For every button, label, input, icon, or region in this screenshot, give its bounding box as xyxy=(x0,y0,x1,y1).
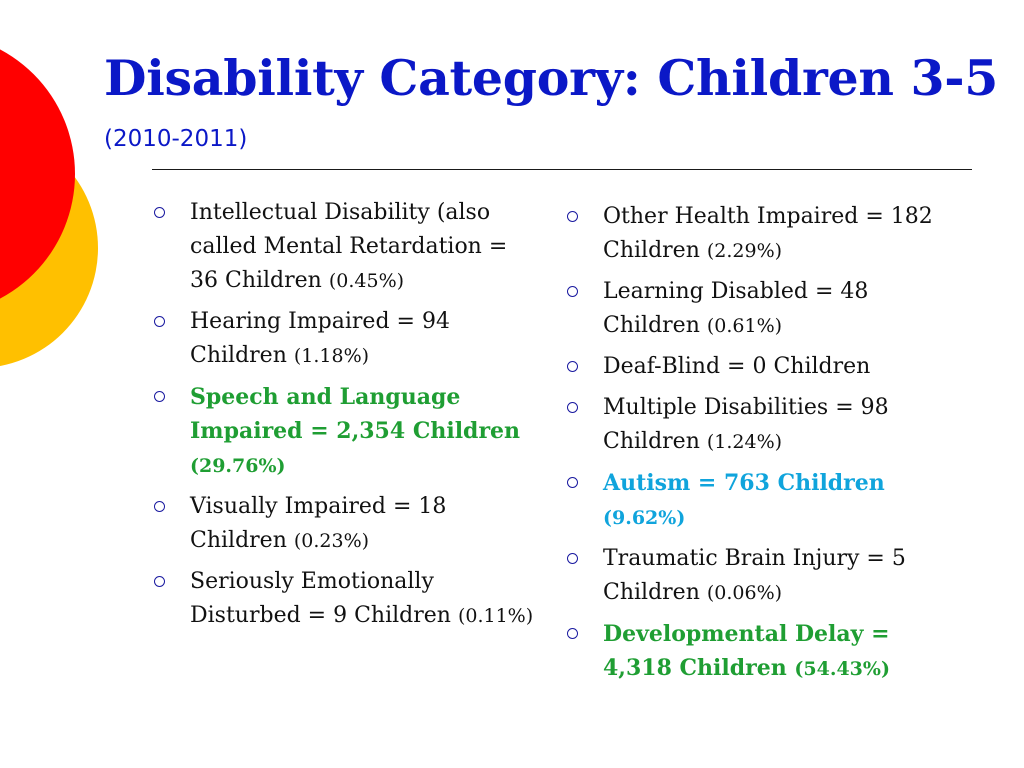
circle-bullet-icon xyxy=(154,391,165,402)
item-text: Deaf-Blind = 0 Children xyxy=(603,354,871,379)
list-item: Intellectual Disability (also called Men… xyxy=(154,196,535,298)
item-percent: (1.18%) xyxy=(293,345,370,367)
list-item: Multiple Disabilities = 98 Children (1.2… xyxy=(567,391,963,459)
item-text: Seriously Emotionally Disturbed = 9 Chil… xyxy=(190,569,451,628)
item-percent: (0.61%) xyxy=(706,315,783,337)
list-item: Learning Disabled = 48 Children (0.61%) xyxy=(567,275,963,343)
item-percent: (2.29%) xyxy=(706,240,783,262)
item-text: Intellectual Disability (also called Men… xyxy=(190,200,508,293)
item-percent: (0.06%) xyxy=(706,582,783,604)
yellow-circle xyxy=(0,130,98,366)
item-text: Developmental Delay = 4,318 Children xyxy=(603,621,890,681)
red-circle xyxy=(0,49,75,299)
item-percent: (0.45%) xyxy=(328,270,405,292)
list-item: Traumatic Brain Injury = 5 Children (0.0… xyxy=(567,542,963,610)
item-text: Speech and Language Impaired = 2,354 Chi… xyxy=(190,384,521,444)
list-item: Seriously Emotionally Disturbed = 9 Chil… xyxy=(154,565,535,633)
item-percent: (0.11%) xyxy=(457,605,534,627)
right-column-list: Other Health Impaired = 182 Children (2.… xyxy=(567,200,963,693)
circle-bullet-icon xyxy=(567,211,578,222)
circle-bullet-icon xyxy=(567,553,578,564)
slide-subtitle: (2010-2011) xyxy=(104,126,248,152)
circle-bullet-icon xyxy=(567,477,578,488)
list-item: Hearing Impaired = 94 Children (1.18%) xyxy=(154,305,535,373)
list-item: Visually Impaired = 18 Children (0.23%) xyxy=(154,490,535,558)
circle-bullet-icon xyxy=(154,207,165,218)
item-text: Multiple Disabilities = 98 Children xyxy=(603,395,889,454)
item-text: Learning Disabled = 48 Children xyxy=(603,279,869,338)
circle-bullet-icon xyxy=(154,576,165,587)
item-text: Other Health Impaired = 182 Children xyxy=(603,204,933,263)
item-text: Autism = 763 Children xyxy=(603,470,885,496)
circle-bullet-icon xyxy=(154,316,165,327)
item-percent: (9.62%) xyxy=(603,507,686,529)
item-text: Visually Impaired = 18 Children xyxy=(190,494,447,553)
item-percent: (1.24%) xyxy=(706,431,783,453)
circle-bullet-icon xyxy=(567,402,578,413)
circle-bullet-icon xyxy=(567,361,578,372)
list-item: Deaf-Blind = 0 Children xyxy=(567,350,963,384)
list-item: Autism = 763 Children (9.62%) xyxy=(567,466,963,535)
circle-bullet-icon xyxy=(567,628,578,639)
circle-bullet-icon xyxy=(567,286,578,297)
list-item: Developmental Delay = 4,318 Children (54… xyxy=(567,617,963,686)
item-text: Hearing Impaired = 94 Children xyxy=(190,309,450,368)
left-column-list: Intellectual Disability (also called Men… xyxy=(154,196,535,640)
list-item: Other Health Impaired = 182 Children (2.… xyxy=(567,200,963,268)
title-divider xyxy=(152,169,972,170)
circle-bullet-icon xyxy=(154,501,165,512)
slide-title: Disability Category: Children 3-5 xyxy=(104,49,999,107)
item-text: Traumatic Brain Injury = 5 Children xyxy=(603,546,906,605)
item-percent: (54.43%) xyxy=(794,658,890,680)
list-item: Speech and Language Impaired = 2,354 Chi… xyxy=(154,380,535,483)
item-percent: (29.76%) xyxy=(190,455,286,477)
item-percent: (0.23%) xyxy=(293,530,370,552)
